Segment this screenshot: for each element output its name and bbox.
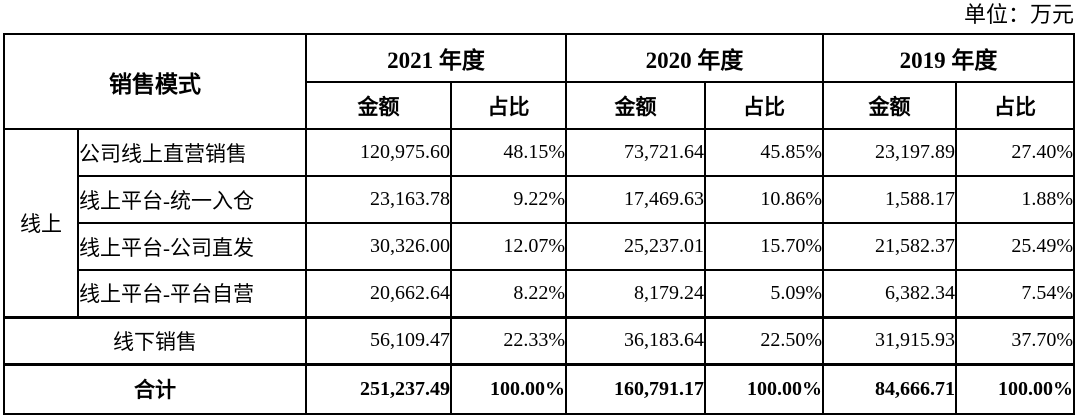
header-year-2019: 2019 年度: [822, 33, 1075, 83]
row-label: 线上平台-平台自营: [77, 269, 307, 318]
cell-ratio-2019: 37.70%: [955, 315, 1075, 365]
table-row-platform-self-operated: 线上平台-平台自营 20,662.64 8.22% 8,179.24 5.09%…: [4, 269, 1075, 318]
cell-amount-2020: 8,179.24: [565, 269, 706, 318]
header-amount-2021: 金额: [305, 81, 452, 130]
cell-amount-2019: 6,382.34: [822, 269, 957, 318]
cell-amount-2021: 23,163.78: [305, 175, 452, 224]
cell-ratio-2021: 48.15%: [450, 128, 567, 177]
cell-amount-2020: 160,791.17: [565, 362, 706, 415]
cell-ratio-2019: 27.40%: [955, 128, 1075, 177]
header-row-years: 销售模式 2021 年度 2020 年度 2019 年度: [3, 33, 1075, 130]
cell-ratio-2021: 8.22%: [450, 269, 567, 318]
offline-row-label: 线下销售: [3, 315, 307, 365]
sales-mode-table: 销售模式 2021 年度 2020 年度 2019 年度 金额 占比 金额 占比…: [3, 33, 1075, 415]
row-label: 线上平台-公司直发: [77, 222, 307, 271]
cell-amount-2019: 31,915.93: [822, 315, 957, 365]
header-row-subcolumns: 金额 占比 金额 占比 金额 占比: [4, 81, 1075, 130]
cell-amount-2021: 30,326.00: [305, 222, 452, 271]
cell-ratio-2021: 100.00%: [450, 362, 567, 415]
cell-ratio-2021: 22.33%: [450, 315, 567, 365]
table-row-platform-company-ship: 线上平台-公司直发 30,326.00 12.07% 25,237.01 15.…: [4, 222, 1075, 271]
cell-amount-2020: 36,183.64: [565, 315, 706, 365]
cell-ratio-2019: 25.49%: [955, 222, 1075, 271]
total-row-label: 合计: [3, 362, 307, 415]
cell-amount-2019: 21,582.37: [822, 222, 957, 271]
header-ratio-2019: 占比: [955, 81, 1075, 130]
unit-label: 单位：万元: [963, 2, 1074, 27]
cell-ratio-2020: 10.86%: [704, 175, 824, 224]
table-row-online-direct: 线上 公司线上直营销售 120,975.60 48.15% 73,721.64 …: [3, 128, 1075, 318]
header-ratio-2021: 占比: [450, 81, 567, 130]
cell-amount-2019: 1,588.17: [822, 175, 957, 224]
header-year-2020: 2020 年度: [565, 33, 824, 83]
row-label: 公司线上直营销售: [77, 128, 307, 177]
cell-amount-2021: 56,109.47: [305, 315, 452, 365]
cell-ratio-2020: 15.70%: [704, 222, 824, 271]
table-row-platform-warehouse: 线上平台-统一入仓 23,163.78 9.22% 17,469.63 10.8…: [4, 175, 1075, 224]
cell-ratio-2020: 45.85%: [704, 128, 824, 177]
header-amount-2019: 金额: [822, 81, 957, 130]
cell-amount-2020: 17,469.63: [565, 175, 706, 224]
cell-amount-2019: 23,197.89: [822, 128, 957, 177]
cell-ratio-2020: 100.00%: [704, 362, 824, 415]
cell-amount-2019: 84,666.71: [822, 362, 957, 415]
row-label: 线上平台-统一入仓: [77, 175, 307, 224]
cell-ratio-2019: 7.54%: [955, 269, 1075, 318]
cell-amount-2021: 20,662.64: [305, 269, 452, 318]
online-group-label: 线上: [3, 128, 79, 318]
cell-ratio-2019: 100.00%: [955, 362, 1075, 415]
cell-ratio-2021: 12.07%: [450, 222, 567, 271]
cell-amount-2020: 25,237.01: [565, 222, 706, 271]
cell-amount-2021: 251,237.49: [305, 362, 452, 415]
cell-amount-2021: 120,975.60: [305, 128, 452, 177]
header-year-2021: 2021 年度: [305, 33, 567, 83]
cell-ratio-2021: 9.22%: [450, 175, 567, 224]
cell-ratio-2019: 1.88%: [955, 175, 1075, 224]
cell-ratio-2020: 5.09%: [704, 269, 824, 318]
cell-amount-2020: 73,721.64: [565, 128, 706, 177]
cell-ratio-2020: 22.50%: [704, 315, 824, 365]
header-ratio-2020: 占比: [704, 81, 824, 130]
header-sales-mode: 销售模式: [3, 33, 307, 130]
table-row-total: 合计 251,237.49 100.00% 160,791.17 100.00%…: [3, 362, 1075, 415]
header-amount-2020: 金额: [565, 81, 706, 130]
table-row-offline-sales: 线下销售 56,109.47 22.33% 36,183.64 22.50% 3…: [3, 315, 1075, 365]
